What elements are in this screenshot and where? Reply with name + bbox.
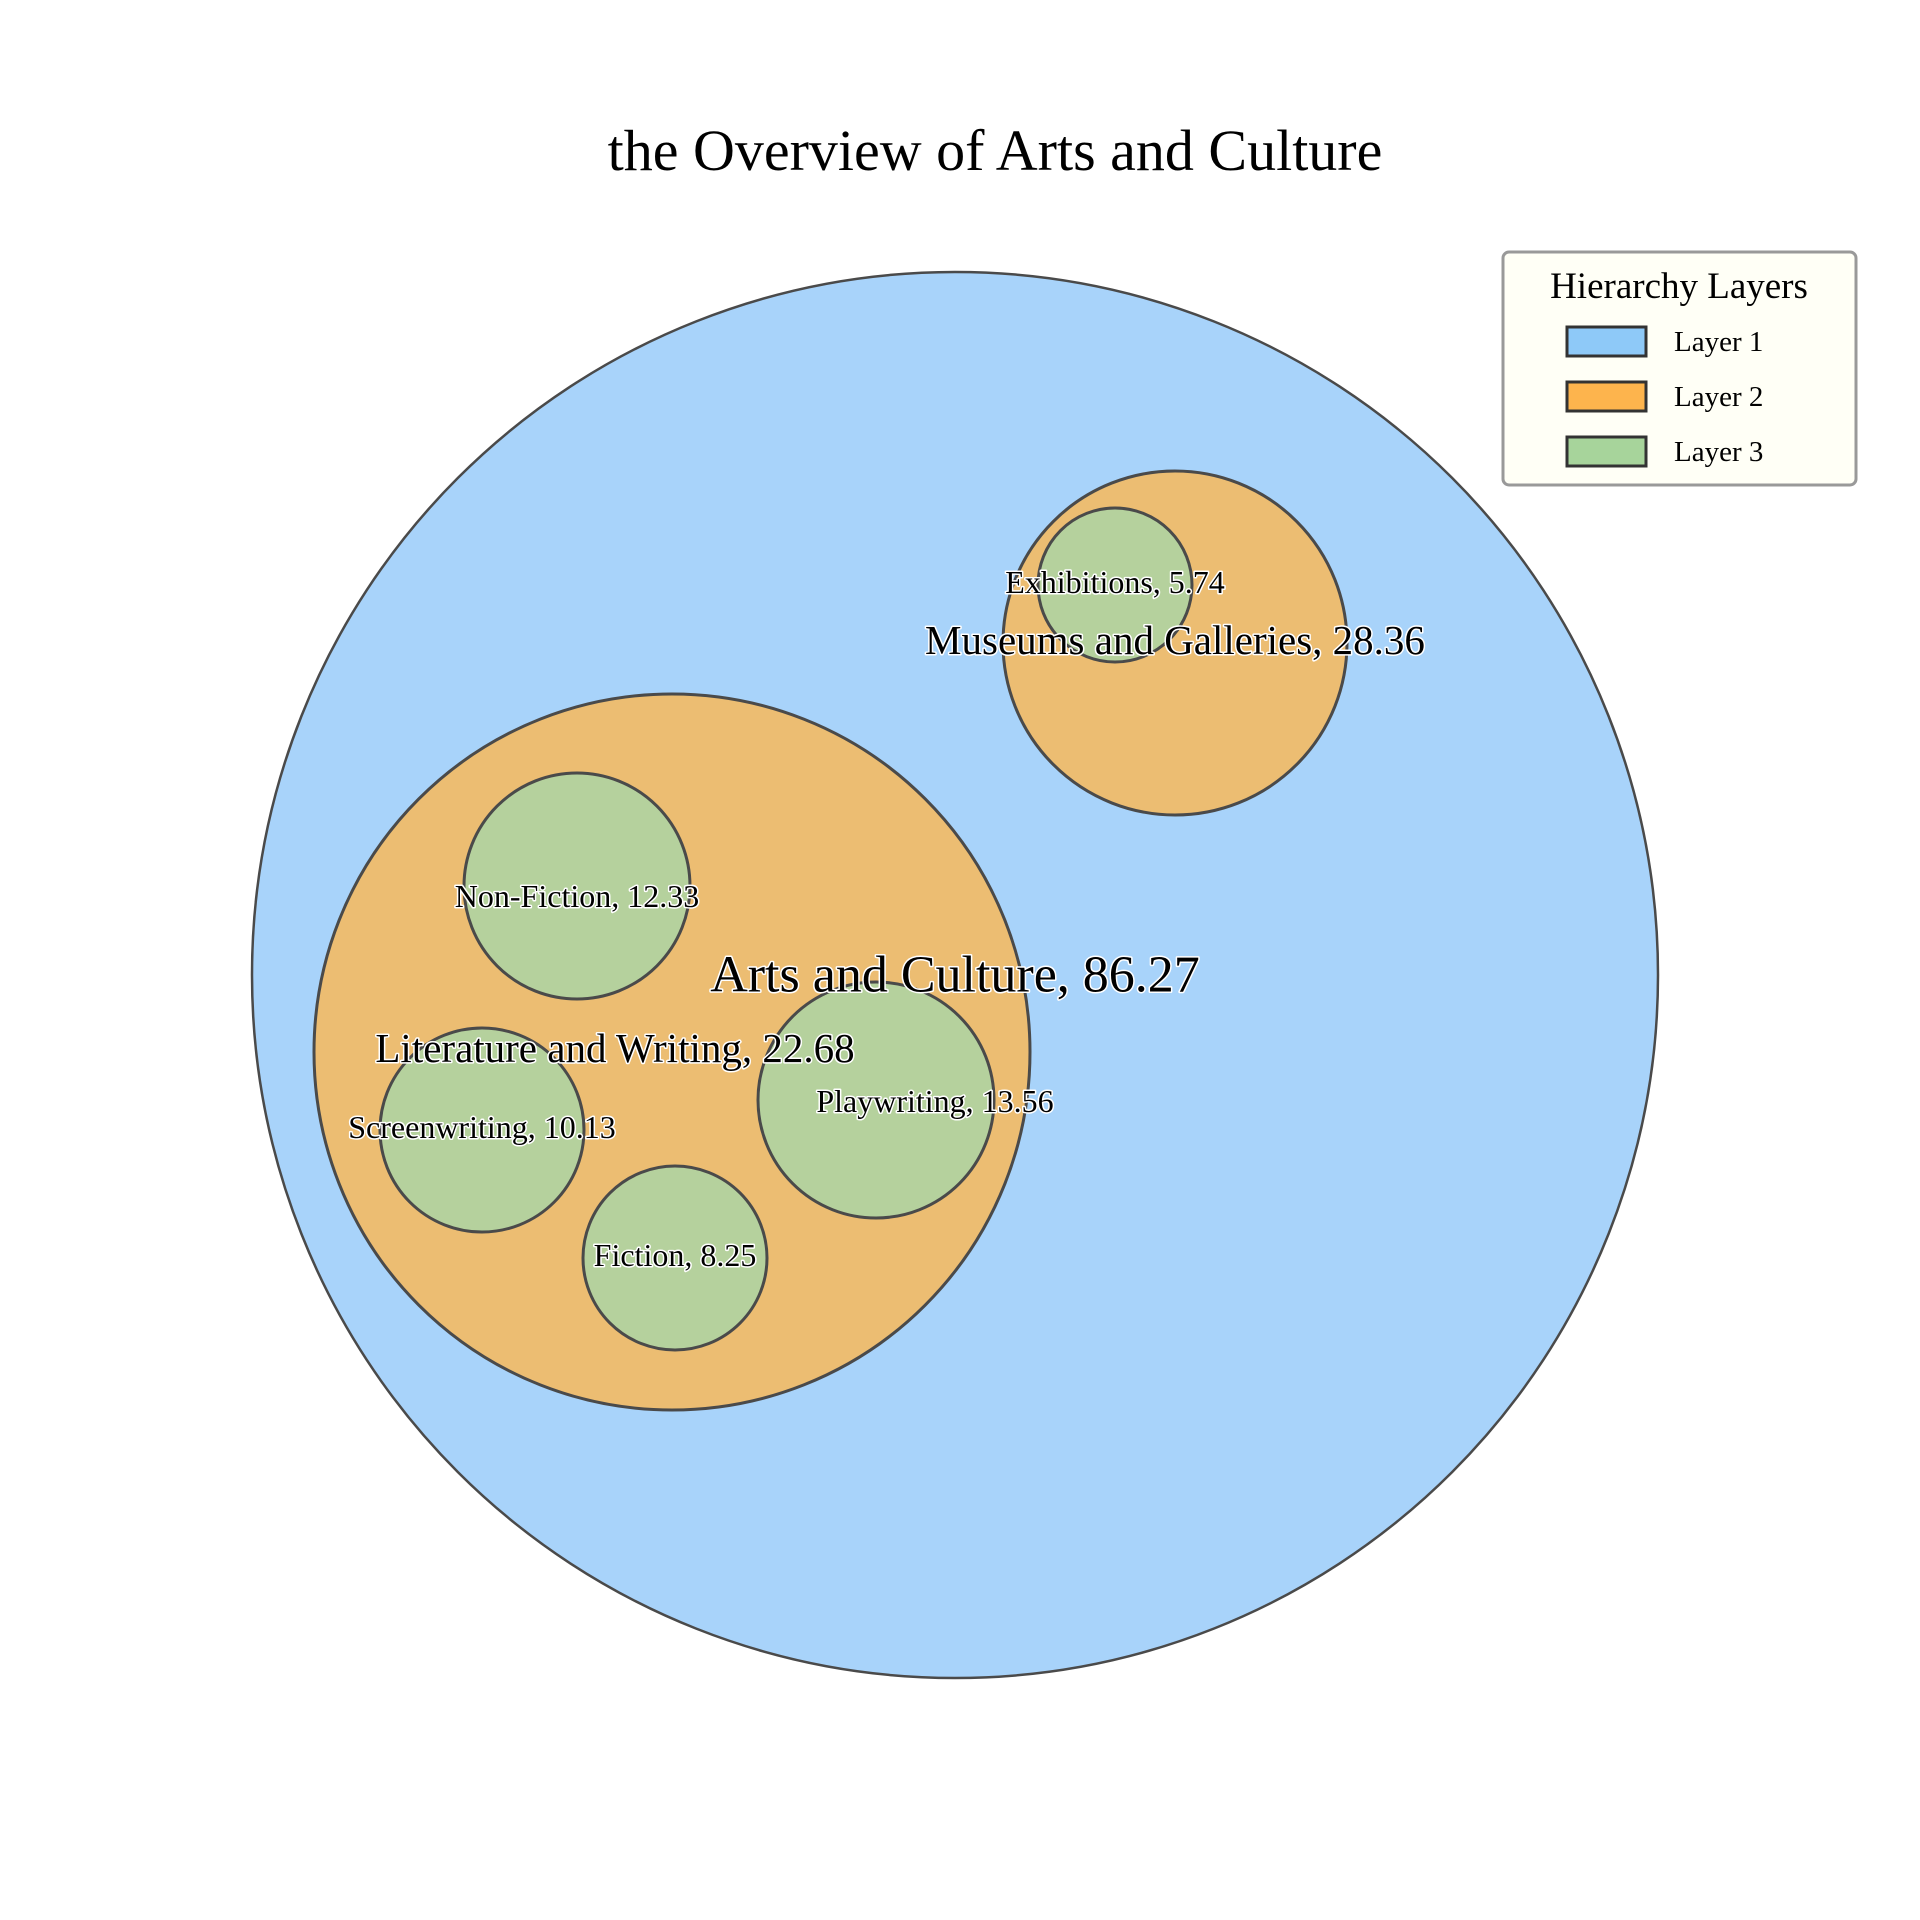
bubble-labels-group: Arts and Culture, 86.27 Museums and Galle… [347, 563, 1427, 1275]
bubble-fiction [581, 1164, 769, 1352]
bubble-exhibitions [1036, 506, 1194, 664]
bubble-label-fiction: Fiction, 8.25 [594, 1237, 757, 1273]
bubble-playwriting [756, 980, 996, 1220]
legend: Hierarchy Layers Layer 1 Layer 2 Layer 3 [1501, 250, 1858, 487]
bubble-label-literature: Literature and Writing, 22.68 [375, 1025, 854, 1071]
legend-label-layer-2: Layer 2 [1674, 381, 1763, 413]
bubble-label-screenwriting: Screenwriting, 10.13 [348, 1109, 616, 1145]
chart-title: the Overview of Arts and Culture [608, 118, 1383, 183]
bubble-label-playwriting: Playwriting, 13.56 [816, 1083, 1053, 1119]
bubbles-group [250, 270, 1660, 1680]
legend-swatch-layer-1 [1565, 325, 1648, 358]
bubble-screenwriting [378, 1026, 586, 1234]
bubble-label-exhibitions: Exhibitions, 5.74 [1005, 564, 1225, 600]
legend-swatch-layer-2 [1565, 380, 1648, 413]
bubble-label-root: Arts and Culture, 86.27 [710, 947, 1200, 1004]
legend-box [1501, 250, 1858, 487]
bubble-label-museums: Museums and Galleries, 28.36 [925, 617, 1425, 663]
bubble-nonfiction [462, 771, 692, 1001]
bubble-label-nonfiction: Non-Fiction, 12.33 [455, 878, 699, 914]
legend-entries: Layer 1 Layer 2 Layer 3 [1565, 325, 1763, 468]
legend-label-layer-3: Layer 3 [1674, 436, 1763, 468]
legend-swatch-layer-3 [1565, 435, 1648, 468]
legend-label-layer-1: Layer 1 [1674, 326, 1763, 358]
legend-title: Hierarchy Layers [1550, 266, 1808, 307]
